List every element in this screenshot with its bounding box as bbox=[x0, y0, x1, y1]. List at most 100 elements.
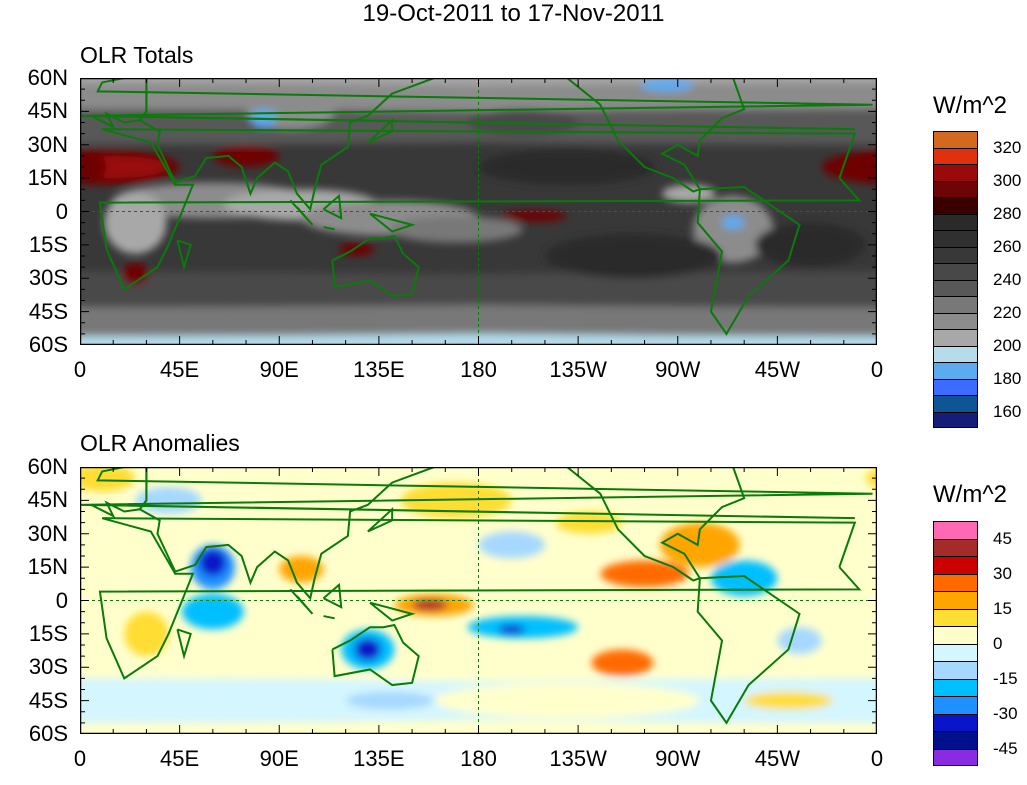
contour-region bbox=[345, 691, 435, 710]
colorbar-swatch bbox=[933, 748, 978, 766]
lon-tick-label: 180 bbox=[460, 746, 497, 771]
contour-region bbox=[777, 627, 822, 654]
colorbar-swatch bbox=[933, 395, 978, 412]
colorbar-swatch bbox=[933, 197, 978, 214]
lat-tick-label: 30N bbox=[27, 520, 68, 546]
contour-region bbox=[434, 682, 700, 719]
colorbar-swatch bbox=[933, 213, 978, 230]
colorbar-label: 15 bbox=[993, 598, 1012, 618]
colorbar-label: 45 bbox=[993, 528, 1012, 548]
coastline bbox=[367, 118, 394, 144]
contour-region bbox=[848, 155, 877, 179]
contour-region bbox=[498, 624, 525, 634]
lat-tick-label: 15S bbox=[28, 231, 68, 257]
coastline bbox=[323, 226, 335, 231]
contour-region bbox=[865, 468, 877, 489]
contour-region bbox=[660, 522, 740, 568]
colorbar-label: -30 bbox=[993, 703, 1018, 723]
colorbar-swatch bbox=[933, 661, 978, 679]
lat-tick-label: 30N bbox=[27, 131, 68, 157]
colorbar-swatch bbox=[933, 643, 978, 661]
lon-tick-label: 0 bbox=[73, 357, 87, 382]
colorbar-swatch bbox=[933, 131, 978, 148]
colorbar-units-anomalies: W/m^2 bbox=[933, 481, 1007, 508]
contour-region bbox=[755, 222, 866, 268]
coastline bbox=[80, 467, 873, 520]
contour-region bbox=[124, 611, 169, 657]
colorbar-label: 30 bbox=[993, 563, 1012, 583]
colorbar-swatch bbox=[933, 678, 978, 696]
lat-tick-label: 0 bbox=[55, 587, 68, 613]
lat-tick-label: 45S bbox=[28, 298, 68, 324]
colorbar-swatch bbox=[933, 263, 978, 280]
panel-title-totals: OLR Totals bbox=[80, 42, 194, 68]
colorbar-anomalies bbox=[933, 521, 978, 766]
lon-tick-label: 180 bbox=[460, 357, 497, 382]
colorbar-swatch bbox=[933, 573, 978, 591]
colorbar-label: 260 bbox=[993, 236, 1022, 256]
lon-tick-label: 90E bbox=[259, 746, 299, 771]
contour-region bbox=[640, 78, 694, 92]
contour-region bbox=[591, 649, 654, 677]
lat-tick-label: 60S bbox=[28, 332, 68, 357]
colorbar-label: 280 bbox=[993, 203, 1022, 223]
coastline bbox=[696, 575, 801, 725]
colorbar-label: 320 bbox=[993, 137, 1022, 157]
contour-region bbox=[104, 191, 167, 254]
colorbar-swatch bbox=[933, 296, 978, 313]
colorbar-label: -15 bbox=[993, 668, 1018, 688]
colorbar-swatch bbox=[933, 521, 978, 539]
contour-region bbox=[478, 531, 545, 559]
coastline bbox=[138, 467, 435, 601]
coastline bbox=[289, 588, 314, 615]
colorbar-label: 300 bbox=[993, 170, 1022, 190]
lon-tick-label: 135E bbox=[353, 746, 405, 771]
colorbar-label: 0 bbox=[993, 633, 1003, 653]
lon-tick-label: 45E bbox=[160, 746, 200, 771]
lon-tick-label: 90E bbox=[259, 357, 299, 382]
coastline bbox=[98, 517, 862, 680]
contour-region bbox=[389, 215, 523, 243]
colorbar-swatch bbox=[933, 556, 978, 574]
lon-tick-label: 135E bbox=[353, 357, 405, 382]
coastline bbox=[331, 234, 420, 298]
lat-tick-label: 15N bbox=[27, 554, 68, 580]
contour-region bbox=[744, 691, 833, 710]
lat-tick-label: 45S bbox=[28, 687, 68, 713]
contour-region bbox=[122, 262, 149, 285]
lon-tick-label: 0 bbox=[73, 746, 87, 771]
lat-tick-label: 60N bbox=[27, 65, 68, 90]
contour-region bbox=[722, 215, 745, 230]
colorbar-swatch bbox=[933, 147, 978, 164]
coastline bbox=[369, 212, 416, 233]
colorbar-swatch bbox=[933, 279, 978, 296]
coastline bbox=[331, 623, 420, 687]
contour-region bbox=[199, 549, 227, 577]
colorbar-swatch bbox=[933, 591, 978, 609]
colorbar-swatch bbox=[933, 411, 978, 428]
contour-region bbox=[354, 638, 382, 661]
lat-tick-label: 45N bbox=[27, 487, 68, 513]
colorbar-label: 200 bbox=[993, 335, 1022, 355]
coastline bbox=[696, 186, 801, 336]
colorbar-label: 180 bbox=[993, 368, 1022, 388]
colorbar-swatch bbox=[933, 312, 978, 329]
lon-tick-label: 135W bbox=[549, 746, 607, 771]
lat-tick-label: 60S bbox=[28, 721, 68, 746]
colorbar-units-totals: W/m^2 bbox=[933, 92, 1007, 119]
contour-region bbox=[600, 560, 689, 588]
olr-anomalies-map bbox=[80, 467, 877, 734]
contour-region bbox=[181, 593, 244, 630]
contour-region bbox=[555, 511, 623, 534]
colorbar-swatch bbox=[933, 696, 978, 714]
coastline bbox=[511, 78, 746, 193]
colorbar-swatch bbox=[933, 246, 978, 263]
colorbar-swatch bbox=[933, 164, 978, 181]
coastline bbox=[323, 615, 335, 620]
lon-tick-label: 90W bbox=[655, 746, 701, 771]
contour-region bbox=[279, 556, 324, 583]
colorbar-swatch bbox=[933, 538, 978, 556]
lat-tick-label: 15N bbox=[27, 165, 68, 191]
contour-region bbox=[412, 599, 448, 611]
coastline bbox=[138, 78, 435, 212]
